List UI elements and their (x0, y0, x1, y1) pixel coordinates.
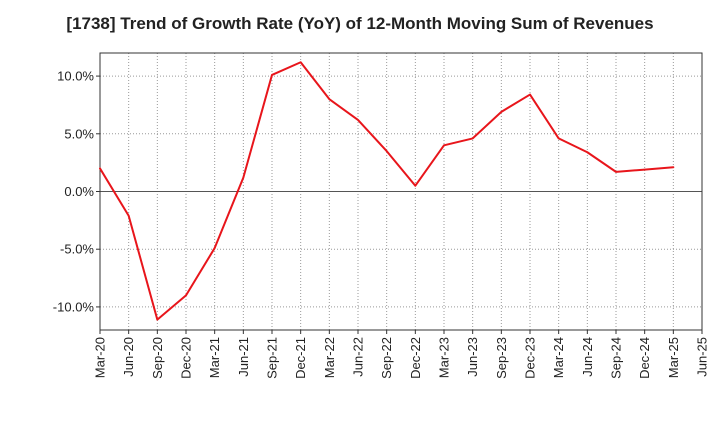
x-tick-label: Jun-20 (121, 337, 136, 377)
x-tick-label: Sep-24 (609, 337, 624, 379)
x-tick-label: Sep-21 (265, 337, 280, 379)
y-tick-label: -5.0% (60, 242, 94, 257)
x-tick-label: Mar-25 (666, 337, 681, 378)
x-tick-label: Sep-22 (379, 337, 394, 379)
x-tick-label: Jun-22 (351, 337, 366, 377)
x-tick-label: Dec-21 (293, 337, 308, 379)
y-tick-label: 5.0% (64, 126, 94, 141)
x-tick-label: Mar-24 (551, 337, 566, 378)
x-tick-label: Jun-23 (465, 337, 480, 377)
y-tick-label: 0.0% (64, 184, 94, 199)
x-tick-label: Dec-20 (179, 337, 194, 379)
x-tick-label: Sep-20 (150, 337, 165, 379)
chart-title: [1738] Trend of Growth Rate (YoY) of 12-… (66, 14, 654, 33)
x-tick-label: Dec-23 (523, 337, 538, 379)
series-line (99, 61, 675, 321)
x-tick-label: Dec-22 (408, 337, 423, 379)
x-tick-label: Jun-21 (236, 337, 251, 377)
x-tick-label: Jun-25 (695, 337, 710, 377)
x-tick-label: Mar-20 (93, 337, 108, 378)
y-tick-label: -10.0% (53, 299, 95, 314)
x-tick-label: Mar-23 (437, 337, 452, 378)
x-tick-label: Dec-24 (637, 337, 652, 379)
x-tick-label: Mar-22 (322, 337, 337, 378)
x-tick-label: Sep-23 (494, 337, 509, 379)
x-tick-label: Jun-24 (580, 337, 595, 377)
x-tick-label: Mar-21 (207, 337, 222, 378)
y-tick-label: 10.0% (57, 69, 94, 84)
